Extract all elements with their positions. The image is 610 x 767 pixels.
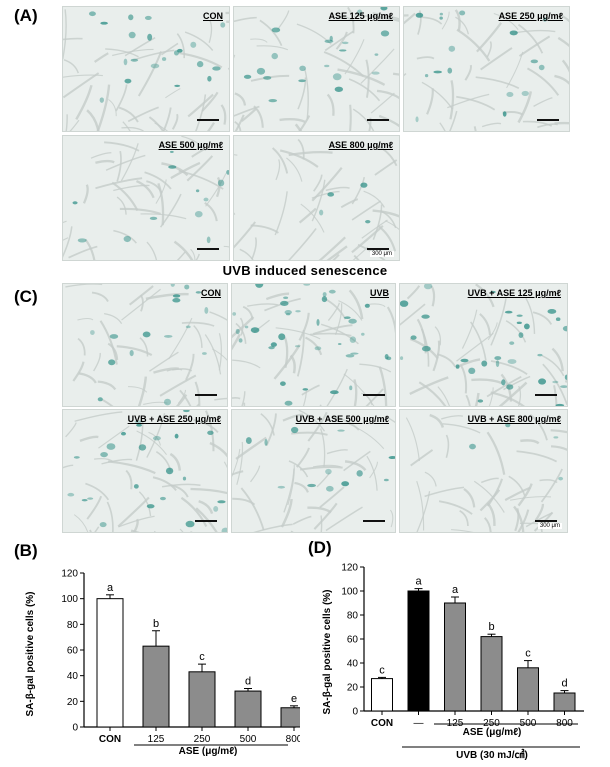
panel-a-letter: (A) <box>14 6 38 25</box>
micrograph-c-uvb-ase250: UVB + ASE 250 μg/mℓ <box>62 409 228 533</box>
panel-c-letter: (C) <box>14 287 38 306</box>
x-tick-label: 500 <box>240 734 257 745</box>
section-title: UVB induced senescence <box>222 263 388 278</box>
x-tick-label: 250 <box>194 734 211 745</box>
significance-letter: c <box>199 651 205 663</box>
micrograph-label: UVB + ASE 125 μg/mℓ <box>467 288 561 298</box>
micrograph-a-ase125: ASE 125 μg/mℓ <box>233 6 400 132</box>
chart-d-xlabel2: UVB (30 mJ/㎠) <box>456 748 528 761</box>
y-tick-label: 80 <box>67 620 79 631</box>
micrograph-label: UVB <box>369 288 389 298</box>
scale-bar <box>363 394 385 396</box>
micrograph-a-ase500: ASE 500 μg/mℓ <box>62 135 230 261</box>
significance-letter: b <box>153 618 159 630</box>
x-tick-label: CON <box>371 718 393 729</box>
bar <box>96 598 124 728</box>
y-tick-label: 120 <box>61 569 78 580</box>
x-tick-label: — <box>414 718 424 729</box>
y-tick-label: 100 <box>341 587 358 598</box>
micrograph-c-uvb: UVB <box>231 283 396 407</box>
significance-letter: c <box>525 648 531 660</box>
micrograph-c-con: CON <box>62 283 228 407</box>
micrograph-a-ase800: ASE 800 μg/mℓ 300 μm <box>233 135 400 261</box>
significance-letter: e <box>291 693 297 705</box>
y-tick-label: 60 <box>67 646 79 657</box>
chart-d-xlabel: ASE (μg/mℓ) <box>463 727 522 738</box>
bar <box>234 690 262 728</box>
y-tick-label: 80 <box>347 611 359 622</box>
y-tick-label: 20 <box>67 697 79 708</box>
chart-b-xlabel: ASE (μg/mℓ) <box>179 746 238 757</box>
bar <box>480 636 503 712</box>
bar <box>188 671 216 728</box>
significance-letter: a <box>452 584 459 596</box>
significance-letter: a <box>415 576 422 588</box>
scale-bar <box>537 119 559 121</box>
chart-b-ylabel: SA-β-gal positive cells (%) <box>25 591 36 716</box>
y-tick-label: 120 <box>341 563 358 574</box>
significance-letter: d <box>561 678 567 690</box>
bar <box>517 667 539 712</box>
micrograph-label: ASE 125 μg/mℓ <box>328 11 393 21</box>
significance-letter: d <box>245 676 251 688</box>
y-tick-label: 100 <box>61 594 78 605</box>
scale-bar <box>195 520 217 522</box>
panel-d-letter: (D) <box>308 538 332 557</box>
scale-bar <box>367 248 389 250</box>
bar <box>407 590 430 712</box>
chart-b: SA-β-gal positive cells (%) 0 20 40 60 80 100… <box>25 569 300 757</box>
panel-b-letter: (B) <box>14 541 38 560</box>
micrograph-a-ase250: ASE 250 μg/mℓ <box>403 6 570 132</box>
micrograph-label: CON <box>201 288 221 298</box>
scale-bar <box>197 248 219 250</box>
micrograph-label: ASE 800 μg/mℓ <box>328 140 393 150</box>
bar <box>371 678 393 712</box>
micrograph-c-uvb-ase800: UVB + ASE 800 μg/mℓ 300 μm <box>399 409 568 533</box>
micrograph-a-con: CON <box>62 6 230 132</box>
scale-bar <box>195 394 217 396</box>
scale-bar <box>197 119 219 121</box>
bar <box>444 602 466 712</box>
x-tick-label: CON <box>99 734 121 745</box>
scale-bar <box>535 520 557 522</box>
micrograph-label: UVB + ASE 800 μg/mℓ <box>467 414 561 424</box>
y-tick-label: 40 <box>347 659 359 670</box>
micrograph-label: UVB + ASE 500 μg/mℓ <box>295 414 389 424</box>
scale-bar-text: 300 μm <box>537 523 562 529</box>
micrograph-label: ASE 250 μg/mℓ <box>498 11 563 21</box>
scale-bar <box>367 119 389 121</box>
micrograph-label: CON <box>203 11 223 21</box>
bar <box>553 692 576 712</box>
scale-bar <box>363 520 385 522</box>
y-tick-label: 60 <box>347 635 359 646</box>
significance-letter: b <box>488 621 494 633</box>
micrograph-label: UVB + ASE 250 μg/mℓ <box>127 414 221 424</box>
micrograph-label: ASE 500 μg/mℓ <box>158 140 223 150</box>
bar <box>280 707 300 728</box>
significance-letter: a <box>107 582 114 594</box>
y-tick-label: 40 <box>67 671 79 682</box>
micrograph-c-uvb-ase125: UVB + ASE 125 μg/mℓ <box>399 283 568 407</box>
chart-d: SA-β-gal positive cells (%) 0 20 40 60 80 100… <box>322 563 584 761</box>
chart-d-ylabel: SA-β-gal positive cells (%) <box>322 589 333 714</box>
y-tick-label: 0 <box>72 723 78 734</box>
y-tick-label: 20 <box>347 683 359 694</box>
bar <box>142 645 170 728</box>
x-tick-label: 800 <box>286 734 300 745</box>
y-tick-label: 0 <box>352 707 358 718</box>
micrograph-c-uvb-ase500: UVB + ASE 500 μg/mℓ <box>231 409 396 533</box>
scale-bar <box>535 394 557 396</box>
x-tick-label: 125 <box>148 734 165 745</box>
significance-letter: c <box>379 664 385 676</box>
scale-bar-text: 300 μm <box>369 251 394 257</box>
